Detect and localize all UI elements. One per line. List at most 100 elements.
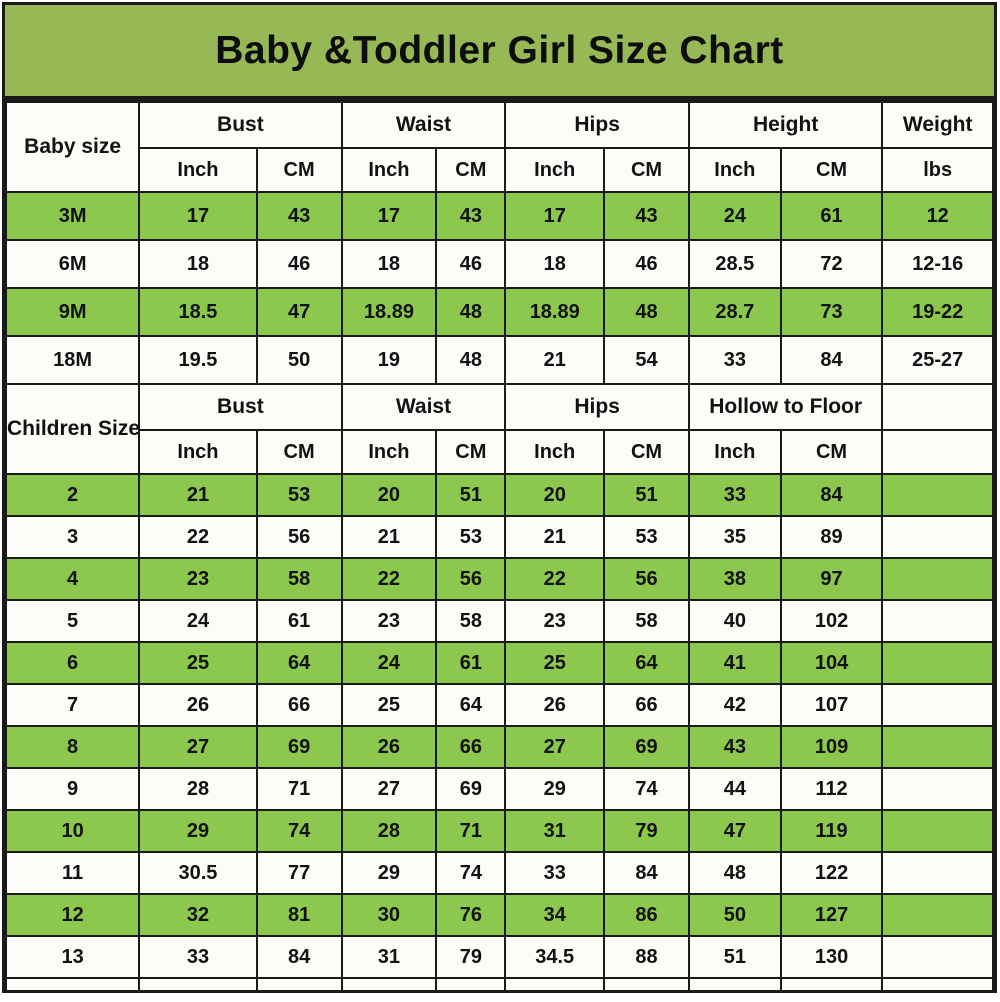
row-size-label: 10: [4, 809, 141, 853]
empty-cell: [504, 977, 606, 990]
cell-value: 58: [255, 557, 343, 601]
cell-value: 28.5: [687, 239, 782, 289]
cell-value: 66: [255, 683, 343, 727]
cell-value: 41: [687, 641, 782, 685]
cell-value: 43: [435, 191, 507, 241]
cell-value: 20: [504, 473, 606, 517]
title-bar: Baby &Toddler Girl Size Chart: [5, 5, 994, 101]
size-chart-table: Baby size Bust Waist Hips Height Weight …: [4, 101, 994, 990]
cell-value: 61: [255, 599, 343, 643]
bust-group-header: Bust: [138, 101, 343, 149]
cell-value: 28.7: [687, 287, 782, 337]
cell-value: 25: [340, 683, 438, 727]
cell-value: 31: [504, 809, 606, 853]
cell-value: 24: [138, 599, 258, 643]
row-size-label: 12: [4, 893, 141, 937]
cell-value: 26: [138, 683, 258, 727]
cell-value: 23: [138, 557, 258, 601]
cell-value: 29: [340, 851, 438, 895]
empty-cell: [603, 977, 690, 990]
cell-value: 51: [687, 935, 782, 979]
cell-value: 72: [779, 239, 884, 289]
cell-value: 30: [340, 893, 438, 937]
row-size-label: 6M: [4, 239, 141, 289]
cell-value: 48: [603, 287, 690, 337]
cell-value: 88: [603, 935, 690, 979]
cell-value: 56: [603, 557, 690, 601]
cell-value: 58: [435, 599, 507, 643]
empty-cell: [881, 977, 994, 990]
cell-value: 97: [779, 557, 884, 601]
table-row: 6M 18 46 18 46 18 46 28.5 72 12-16: [4, 239, 994, 289]
row-size-label: 9M: [4, 287, 141, 337]
cell-value: 47: [255, 287, 343, 337]
cell-value: 22: [138, 515, 258, 559]
cell-value: 47: [687, 809, 782, 853]
partial-bottom-row: [4, 977, 994, 990]
cell-value: 27: [138, 725, 258, 769]
cell-value: 25: [138, 641, 258, 685]
cell-value: 53: [435, 515, 507, 559]
cell-value: 73: [779, 287, 884, 337]
cell-value: [881, 851, 994, 895]
cell-value: 22: [504, 557, 606, 601]
cell-value: [881, 599, 994, 643]
row-size-label: 6: [4, 641, 141, 685]
cell-value: 18: [138, 239, 258, 289]
unit-header: CM: [603, 147, 690, 193]
cell-value: 17: [340, 191, 438, 241]
table-row: 7 26 66 25 64 26 66 42 107: [4, 683, 994, 727]
cell-value: 40: [687, 599, 782, 643]
cell-value: 33: [138, 935, 258, 979]
cell-value: 79: [603, 809, 690, 853]
cell-value: 12-16: [881, 239, 994, 289]
cell-value: 43: [603, 191, 690, 241]
cell-value: 102: [779, 599, 884, 643]
cell-value: 29: [504, 767, 606, 811]
unit-header: Inch: [687, 147, 782, 193]
cell-value: [881, 557, 994, 601]
cell-value: 32: [138, 893, 258, 937]
row-size-label: 18M: [4, 335, 141, 385]
baby-rows: 3M 17 43 17 43 17 43 24 61 12 6M 18 46 18 46 18 46 28.5 72…: [4, 191, 994, 385]
cell-value: 84: [779, 473, 884, 517]
cell-value: 79: [435, 935, 507, 979]
cell-value: 24: [687, 191, 782, 241]
cell-value: 21: [340, 515, 438, 559]
table-row: 8 27 69 26 66 27 69 43 109: [4, 725, 994, 769]
cell-value: 50: [255, 335, 343, 385]
cell-value: 112: [779, 767, 884, 811]
row-size-label: 9: [4, 767, 141, 811]
unit-header: Inch: [340, 429, 438, 475]
cell-value: 61: [779, 191, 884, 241]
cell-value: 19-22: [881, 287, 994, 337]
cell-value: 46: [255, 239, 343, 289]
table-row: 18M 19.5 50 19 48 21 54 33 84 25-27: [4, 335, 994, 385]
cell-value: 69: [255, 725, 343, 769]
cell-value: 50: [687, 893, 782, 937]
cell-value: 25-27: [881, 335, 994, 385]
cell-value: 18: [504, 239, 606, 289]
hips-group-header: Hips: [504, 101, 690, 149]
cell-value: [881, 515, 994, 559]
cell-value: 20: [340, 473, 438, 517]
cell-value: 38: [687, 557, 782, 601]
cell-value: 27: [340, 767, 438, 811]
unit-header: CM: [779, 147, 884, 193]
cell-value: 21: [504, 335, 606, 385]
cell-value: 53: [603, 515, 690, 559]
cell-value: 31: [340, 935, 438, 979]
cell-value: 18.89: [340, 287, 438, 337]
children-size-corner-header: Children Size: [4, 383, 141, 475]
cell-value: 25: [504, 641, 606, 685]
cell-value: 26: [340, 725, 438, 769]
empty-cell: [779, 977, 884, 990]
cell-value: 42: [687, 683, 782, 727]
unit-header: CM: [255, 429, 343, 475]
cell-value: 33: [504, 851, 606, 895]
cell-value: 28: [340, 809, 438, 853]
table-row: 3 22 56 21 53 21 53 35 89: [4, 515, 994, 559]
unit-header: CM: [779, 429, 884, 475]
table-row: 6 25 64 24 61 25 64 41 104: [4, 641, 994, 685]
